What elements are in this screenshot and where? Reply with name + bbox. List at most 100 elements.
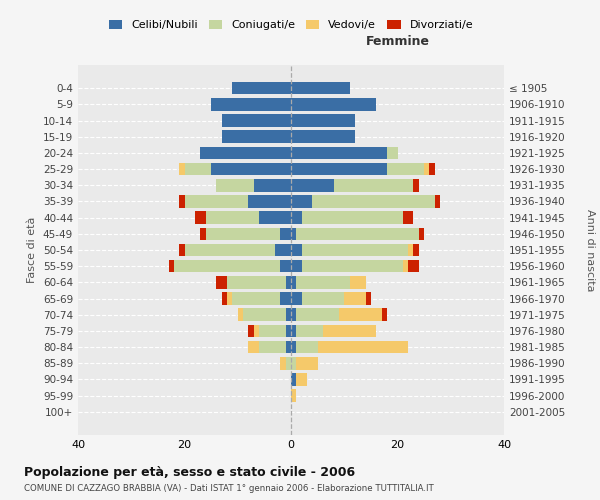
Bar	[296, 357, 317, 370]
Bar	[248, 195, 291, 208]
Bar	[227, 292, 232, 305]
Bar	[296, 341, 317, 353]
Bar	[185, 195, 248, 208]
Bar	[296, 324, 323, 337]
Bar	[259, 212, 291, 224]
Bar	[286, 341, 291, 353]
Bar	[206, 228, 280, 240]
Y-axis label: Anni di nascita: Anni di nascita	[585, 209, 595, 291]
Bar	[419, 228, 424, 240]
Bar	[291, 130, 355, 143]
Bar	[291, 114, 355, 127]
Bar	[291, 228, 296, 240]
Bar	[387, 146, 398, 159]
Bar	[302, 212, 403, 224]
Bar	[313, 195, 435, 208]
Bar	[211, 98, 291, 110]
Bar	[169, 260, 174, 272]
Bar	[408, 244, 413, 256]
Bar	[365, 292, 371, 305]
Bar	[206, 212, 259, 224]
Bar	[339, 308, 382, 321]
Bar	[387, 163, 424, 175]
Bar	[254, 179, 291, 192]
Bar	[291, 373, 296, 386]
Bar	[286, 324, 291, 337]
Bar	[291, 357, 296, 370]
Bar	[200, 228, 206, 240]
Bar	[291, 212, 302, 224]
Bar	[259, 341, 286, 353]
Bar	[435, 195, 440, 208]
Bar	[291, 82, 350, 94]
Bar	[291, 244, 302, 256]
Bar	[323, 324, 376, 337]
Bar	[248, 324, 254, 337]
Bar	[286, 357, 291, 370]
Bar	[222, 114, 291, 127]
Bar	[296, 308, 339, 321]
Bar	[291, 98, 376, 110]
Bar	[302, 244, 408, 256]
Bar	[403, 212, 413, 224]
Bar	[291, 179, 334, 192]
Bar	[280, 228, 291, 240]
Bar	[280, 292, 291, 305]
Bar	[413, 244, 419, 256]
Bar	[302, 292, 344, 305]
Text: COMUNE DI CAZZAGO BRABBIA (VA) - Dati ISTAT 1° gennaio 2006 - Elaborazione TUTTI: COMUNE DI CAZZAGO BRABBIA (VA) - Dati IS…	[24, 484, 434, 493]
Bar	[408, 260, 419, 272]
Bar	[211, 163, 291, 175]
Bar	[350, 276, 365, 288]
Bar	[195, 212, 206, 224]
Bar	[280, 260, 291, 272]
Bar	[291, 195, 313, 208]
Bar	[275, 244, 291, 256]
Bar	[334, 179, 413, 192]
Bar	[179, 195, 185, 208]
Bar	[227, 276, 286, 288]
Bar	[259, 324, 286, 337]
Bar	[291, 390, 296, 402]
Bar	[302, 260, 403, 272]
Bar	[291, 292, 302, 305]
Bar	[248, 341, 259, 353]
Bar	[286, 276, 291, 288]
Bar	[317, 341, 408, 353]
Bar	[296, 373, 307, 386]
Bar	[413, 179, 419, 192]
Bar	[424, 163, 430, 175]
Bar	[217, 179, 254, 192]
Bar	[200, 146, 291, 159]
Bar	[222, 130, 291, 143]
Bar	[238, 308, 243, 321]
Bar	[291, 260, 302, 272]
Bar	[179, 163, 185, 175]
Bar	[430, 163, 435, 175]
Bar	[291, 324, 296, 337]
Bar	[179, 244, 185, 256]
Text: Femmine: Femmine	[365, 36, 430, 49]
Bar	[222, 292, 227, 305]
Bar	[232, 292, 280, 305]
Bar	[382, 308, 387, 321]
Legend: Celibi/Nubili, Coniugati/e, Vedovi/e, Divorziati/e: Celibi/Nubili, Coniugati/e, Vedovi/e, Di…	[104, 15, 478, 34]
Bar	[296, 228, 419, 240]
Bar	[254, 324, 259, 337]
Bar	[291, 308, 296, 321]
Bar	[403, 260, 408, 272]
Bar	[291, 146, 387, 159]
Bar	[232, 82, 291, 94]
Bar	[243, 308, 286, 321]
Bar	[291, 163, 387, 175]
Bar	[185, 163, 211, 175]
Bar	[286, 308, 291, 321]
Bar	[280, 357, 286, 370]
Bar	[185, 244, 275, 256]
Bar	[291, 341, 296, 353]
Bar	[344, 292, 365, 305]
Bar	[291, 276, 296, 288]
Bar	[174, 260, 280, 272]
Bar	[296, 276, 350, 288]
Bar	[217, 276, 227, 288]
